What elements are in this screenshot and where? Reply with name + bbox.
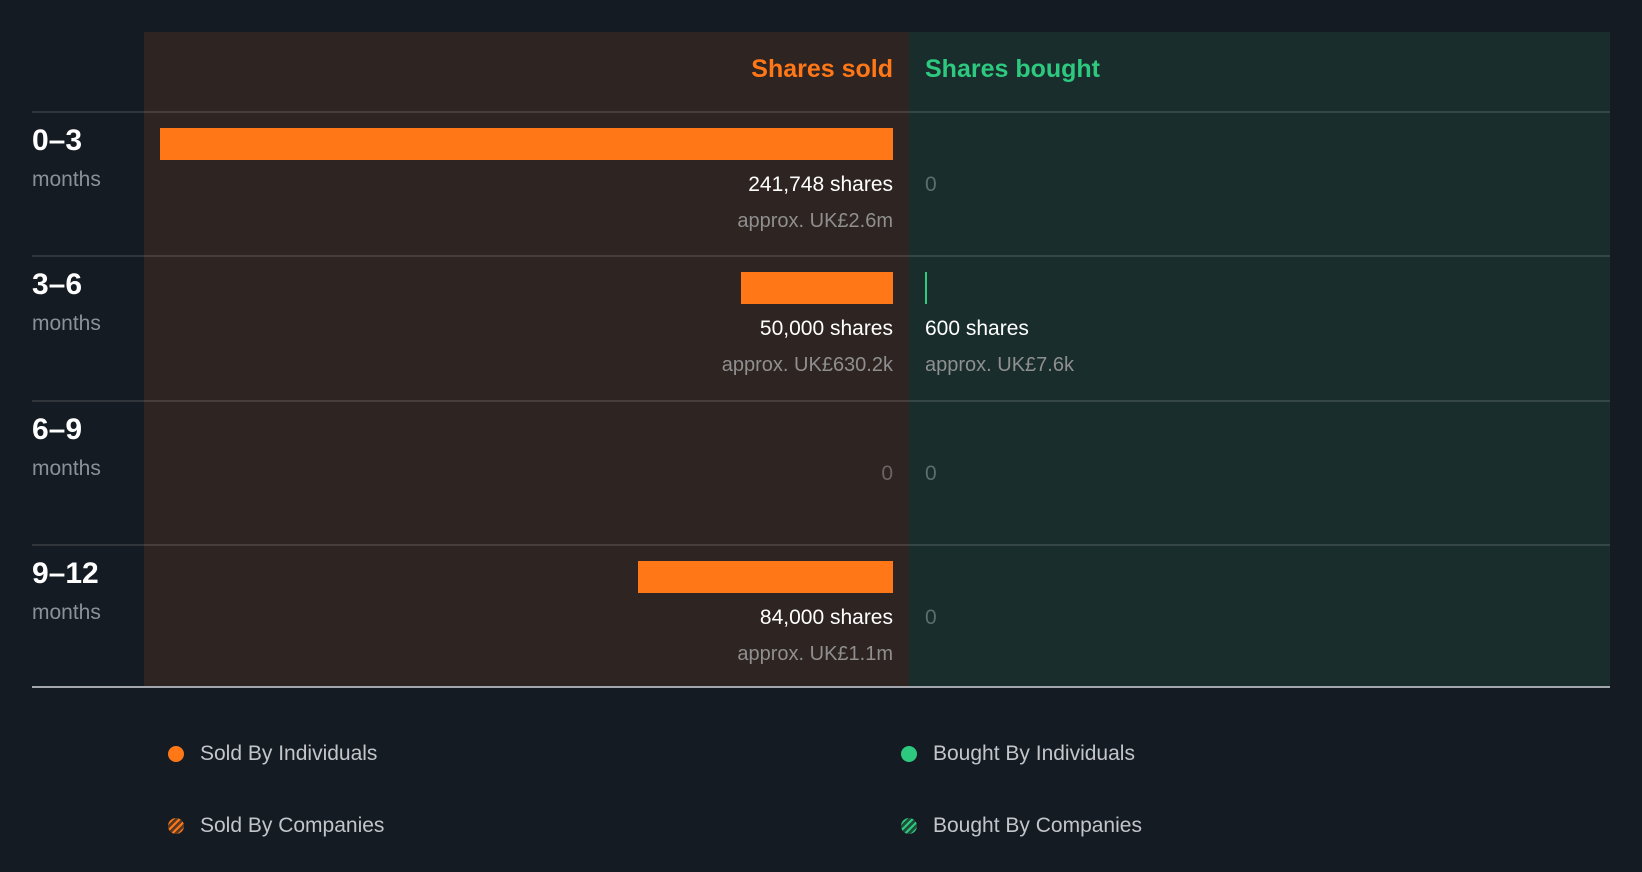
period-label: 6–9 months [32,413,101,481]
period-row-3-6: 3–6 months 50,000 shares approx. UK£630.… [0,256,1642,400]
legend-label: Sold By Individuals [200,742,378,765]
period-range: 3–6 [32,268,83,301]
period-row-6-9: 6–9 months 0 0 [0,401,1642,545]
sold-shares-value: 241,748 shares [748,173,893,196]
sold-shares-value: 50,000 shares [759,317,893,340]
sold-approx-value: approx. UK£2.6m [737,210,893,232]
legend-bought-by-individuals[interactable]: Bought By Individuals [901,742,1135,766]
row-divider [32,400,1610,402]
axis-baseline [32,686,1610,688]
row-divider [32,544,1610,546]
solid-green-dot-icon [901,746,917,762]
striped-green-dot-icon [901,818,917,834]
sold-approx-value: approx. UK£630.2k [721,354,893,376]
bought-shares-value: 600 shares [925,317,1029,340]
sold-bar[interactable] [741,272,893,304]
legend-label: Bought By Companies [933,814,1142,837]
period-range: 6–9 [32,413,83,446]
shares-sold-header: Shares sold [751,55,893,83]
period-label: 9–12 months [32,557,101,625]
period-row-9-12: 9–12 months 84,000 shares approx. UK£1.1… [0,545,1642,689]
period-label: 0–3 months [32,124,101,192]
bought-approx-value: approx. UK£7.6k [925,354,1074,376]
sold-approx-value: approx. UK£1.1m [737,643,893,665]
period-range: 0–3 [32,124,83,157]
legend-sold-by-individuals[interactable]: Sold By Individuals [168,742,377,766]
period-label: 3–6 months [32,268,101,336]
period-row-0-3: 0–3 months 241,748 shares approx. UK£2.6… [0,112,1642,256]
shares-bought-header: Shares bought [925,55,1101,83]
bought-zero-value: 0 [925,606,937,629]
bought-bar[interactable] [925,272,927,304]
row-divider [32,255,1610,257]
period-unit: months [32,168,101,191]
row-divider [32,111,1610,113]
sold-bar[interactable] [160,128,893,160]
shares-bought-panel [909,32,1610,687]
period-range: 9–12 [32,557,99,590]
legend-bought-by-companies[interactable]: Bought By Companies [901,814,1142,838]
period-unit: months [32,312,101,335]
bought-zero-value: 0 [925,462,937,485]
sold-bar[interactable] [638,561,893,593]
period-unit: months [32,601,101,624]
legend-sold-by-companies[interactable]: Sold By Companies [168,814,384,838]
bought-zero-value: 0 [925,173,937,196]
period-unit: months [32,457,101,480]
striped-orange-dot-icon [168,818,184,834]
sold-shares-value: 84,000 shares [759,606,893,629]
sold-zero-value: 0 [881,462,893,485]
legend-label: Sold By Companies [200,814,385,837]
legend-label: Bought By Individuals [933,742,1135,765]
solid-orange-dot-icon [168,746,184,762]
